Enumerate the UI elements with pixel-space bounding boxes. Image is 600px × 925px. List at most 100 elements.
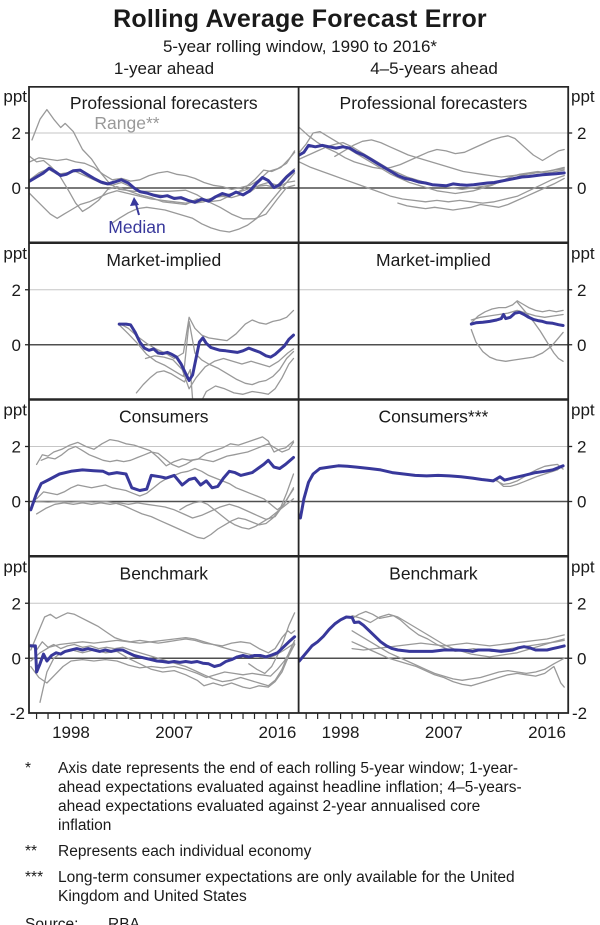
panel-title: Market-implied xyxy=(376,250,491,270)
panel-title: Benchmark xyxy=(389,563,478,583)
unit-label: ppt xyxy=(3,557,27,576)
footnote-text: Long-term consumer expectations are only… xyxy=(58,869,515,905)
range-line xyxy=(29,180,296,219)
median-line xyxy=(29,166,295,204)
range-line xyxy=(30,612,296,654)
range-line xyxy=(470,300,564,324)
range-line xyxy=(334,139,565,178)
range-line xyxy=(35,467,295,511)
panel-title: Consumers xyxy=(119,407,209,427)
range-line xyxy=(351,630,565,681)
y-tick-label: 2 xyxy=(577,124,586,143)
range-line xyxy=(248,612,296,675)
chart-canvas: Professional forecasters Professional for… xyxy=(3,85,595,742)
range-line xyxy=(351,641,565,688)
median-line xyxy=(117,322,295,382)
y-tick-label: 2 xyxy=(12,594,21,613)
source-label: Source: xyxy=(25,916,79,925)
unit-label: ppt xyxy=(571,87,595,106)
unit-label: ppt xyxy=(3,87,27,106)
unit-label: ppt xyxy=(571,401,595,420)
range-line xyxy=(40,441,295,468)
footnote-marker: * xyxy=(25,760,32,777)
y-tick-label: 2 xyxy=(577,594,586,613)
unit-label: ppt xyxy=(3,401,27,420)
range-line xyxy=(29,151,296,213)
year-label: 1998 xyxy=(52,723,90,742)
median-arrowhead xyxy=(130,197,139,206)
year-label: 2007 xyxy=(155,723,193,742)
y-tick-label: 0 xyxy=(12,336,21,355)
range-line xyxy=(470,309,564,321)
range-line xyxy=(35,473,295,540)
range-line xyxy=(516,301,564,362)
unit-label: ppt xyxy=(571,244,595,263)
panel-prof-45yr xyxy=(298,126,569,211)
range-line xyxy=(470,328,564,362)
range-line xyxy=(30,643,296,684)
y-tick-label: 0 xyxy=(577,179,586,198)
range-line xyxy=(298,141,565,191)
unit-label: ppt xyxy=(571,557,595,576)
unit-label: ppt xyxy=(3,244,27,263)
y-tick-label: 0 xyxy=(577,493,586,512)
page-title: Rolling Average Forecast Error xyxy=(113,5,487,33)
source-line: Source: RBA xyxy=(25,915,577,925)
y-tick-label: 0 xyxy=(577,649,586,668)
range-line xyxy=(118,309,295,360)
range-line xyxy=(110,172,296,233)
plot-border xyxy=(28,85,570,714)
median-line xyxy=(298,464,565,520)
footnote-marker: *** xyxy=(25,869,44,886)
panel-benchmark-1yr xyxy=(29,602,299,703)
range-line xyxy=(29,150,296,191)
footnote-marker: ** xyxy=(25,843,38,860)
y-tick-label: -2 xyxy=(10,704,25,723)
range-line xyxy=(179,498,295,530)
column-header-45yr: 4–5-years ahead xyxy=(370,59,498,78)
panel-consumers-45yr xyxy=(298,446,569,520)
panel-title: Market-implied xyxy=(106,250,221,270)
median-line xyxy=(298,615,566,663)
panel-consumers-1yr xyxy=(29,436,299,540)
footnote-text: Represents each individual economy xyxy=(58,843,312,860)
footnote-2: ** Represents each individual economy xyxy=(25,842,577,861)
range-line xyxy=(298,161,565,204)
median-line xyxy=(29,635,297,674)
panel-title: Consumers*** xyxy=(378,407,488,427)
y-tick-label: -2 xyxy=(572,704,587,723)
median-line xyxy=(469,310,565,327)
median-line xyxy=(29,456,295,512)
footnote-text: Axis date represents the end of each rol… xyxy=(58,760,522,834)
y-tick-label: 2 xyxy=(12,438,21,457)
panel-market-45yr xyxy=(298,289,569,362)
year-label: 2016 xyxy=(259,723,297,742)
y-tick-label: 0 xyxy=(12,649,21,668)
y-tick-label: 0 xyxy=(577,336,586,355)
range-line xyxy=(30,639,296,687)
forecast-error-chart: Professional forecasters Professional for… xyxy=(0,85,600,754)
footnotes: * Axis date represents the end of each r… xyxy=(25,759,577,925)
y-tick-label: 2 xyxy=(12,124,21,143)
panel-benchmark-45yr xyxy=(298,602,569,688)
panel-market-1yr xyxy=(29,289,299,400)
y-tick-label: 2 xyxy=(12,281,21,300)
y-tick-label: 0 xyxy=(12,179,21,198)
panel-title: Professional forecasters xyxy=(340,93,528,113)
range-legend-label: Range** xyxy=(94,113,159,133)
median-legend-label: Median xyxy=(108,217,165,237)
year-label: 2007 xyxy=(425,723,463,742)
range-line xyxy=(35,488,295,521)
footnote-1: * Axis date represents the end of each r… xyxy=(25,759,577,835)
column-header-1yr: 1-year ahead xyxy=(113,59,215,78)
y-tick-label: 2 xyxy=(577,438,586,457)
range-line xyxy=(118,320,295,386)
panel-title: Benchmark xyxy=(120,563,209,583)
range-line xyxy=(35,436,295,467)
panel-title: Professional forecasters xyxy=(70,93,258,113)
range-line xyxy=(135,357,295,400)
source-value: RBA xyxy=(108,916,140,925)
range-line xyxy=(144,348,295,390)
chart-subtitle: 5-year rolling window, 1990 to 2016* xyxy=(162,37,438,56)
